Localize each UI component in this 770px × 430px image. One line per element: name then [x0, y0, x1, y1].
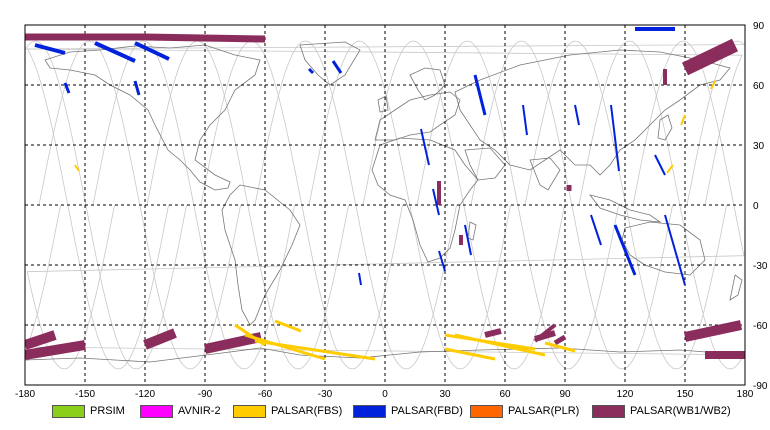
swath	[307, 67, 315, 75]
longitude-tick-label: 30	[439, 389, 451, 400]
legend-swatch	[353, 404, 386, 418]
legend-item: PALSAR(PLR)	[470, 403, 579, 419]
longitude-tick-label: -90	[198, 389, 213, 400]
latitude-tick-label: 0	[753, 201, 759, 212]
swath	[464, 224, 472, 256]
longitude-tick-label: -150	[75, 389, 95, 400]
swath	[610, 104, 620, 172]
swath	[683, 320, 743, 342]
swath	[544, 341, 576, 353]
legend-label: AVNIR-2	[178, 405, 221, 417]
latitude-tick-label: 30	[753, 141, 765, 152]
swath	[254, 339, 376, 361]
legend-swatch	[140, 404, 173, 418]
latitude-tick-label: -30	[753, 261, 768, 272]
swath	[74, 164, 80, 172]
swath	[664, 214, 686, 286]
swath	[710, 80, 716, 90]
legend-swatch	[470, 404, 503, 418]
swath	[274, 319, 302, 333]
swath	[522, 104, 528, 136]
swath	[553, 334, 567, 346]
swath	[613, 224, 637, 276]
swath	[444, 347, 496, 361]
longitude-tick-label: -60	[258, 389, 273, 400]
swath	[454, 333, 546, 357]
swath	[34, 43, 66, 55]
longitude-tick-label: -120	[135, 389, 155, 400]
longitude-tick-labels: -180 -150 -120 -90 -60 -30 0 30 60 90 120 150 180	[15, 389, 754, 400]
swath	[533, 323, 557, 343]
legend-label: PALSAR(FBS)	[271, 405, 343, 417]
swath	[25, 33, 266, 43]
swath	[25, 330, 57, 350]
swath	[484, 328, 502, 338]
swath	[473, 74, 487, 116]
latitude-tick-labels: 90 60 30 0 -30 -60 -90	[753, 21, 768, 392]
swath	[203, 332, 263, 354]
swath	[680, 114, 686, 126]
legend-item: PALSAR(FBD)	[353, 403, 463, 419]
longitude-tick-label: -30	[318, 389, 333, 400]
latitude-tick-label: -60	[753, 321, 768, 332]
latitude-tick-label: -90	[753, 381, 768, 392]
latitude-tick-label: 60	[753, 81, 765, 92]
graticule	[25, 25, 745, 385]
map-frame	[24, 24, 746, 386]
legend-swatch	[52, 404, 85, 418]
swath	[94, 41, 136, 63]
legend-item: PALSAR(WB1/WB2)	[592, 403, 731, 419]
longitude-tick-label: 60	[499, 389, 511, 400]
legend-swatch	[233, 404, 266, 418]
longitude-tick-label: 90	[559, 389, 571, 400]
swath	[134, 41, 170, 61]
legend-label: PRSIM	[90, 405, 125, 417]
latitude-tick-label: 90	[753, 21, 765, 32]
longitude-tick-label: -180	[15, 389, 35, 400]
swath	[432, 188, 440, 216]
swath	[331, 60, 343, 74]
swath	[590, 214, 602, 246]
acquisition-swaths	[25, 27, 745, 361]
legend-item: PRSIM	[52, 403, 125, 419]
swath	[133, 80, 141, 96]
legend-label: PALSAR(FBD)	[391, 405, 463, 417]
swath	[654, 154, 666, 176]
swath	[63, 82, 71, 94]
longitude-tick-label: 180	[737, 389, 754, 400]
legend-label: PALSAR(PLR)	[508, 405, 580, 417]
legend-item: AVNIR-2	[140, 403, 221, 419]
longitude-tick-label: 150	[677, 389, 694, 400]
longitude-tick-label: 0	[382, 389, 388, 400]
longitude-tick-label: 120	[617, 389, 634, 400]
legend: PRSIM AVNIR-2 PALSAR(FBS) PALSAR(FBD) PALSAR…	[0, 400, 770, 422]
swath	[438, 250, 446, 272]
swath	[420, 128, 430, 166]
swath	[666, 164, 674, 174]
legend-swatch	[592, 404, 625, 418]
swath	[574, 104, 580, 126]
swath	[143, 328, 177, 350]
swath	[358, 272, 362, 286]
swath	[25, 340, 86, 360]
swath	[681, 38, 739, 76]
legend-label: PALSAR(WB1/WB2)	[630, 405, 731, 417]
legend-item: PALSAR(FBS)	[233, 403, 342, 419]
